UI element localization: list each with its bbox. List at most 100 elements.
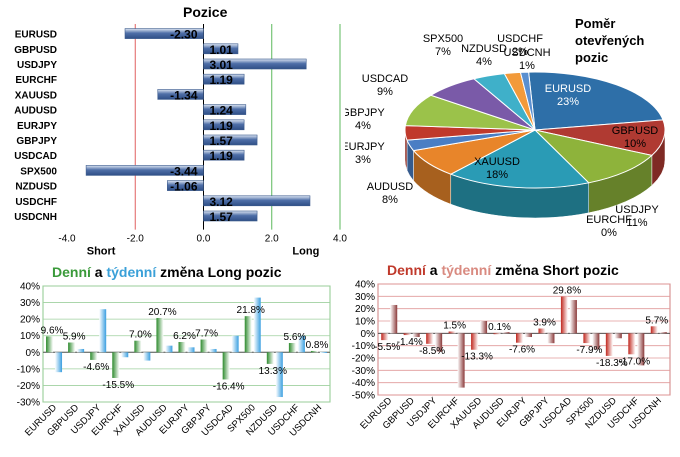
weekly-change-bar bbox=[165, 345, 173, 353]
position-category-label: SPX500 bbox=[20, 166, 57, 177]
position-category-label: USDCNH bbox=[14, 212, 57, 223]
position-value-label: 3.12 bbox=[210, 195, 234, 209]
data-label: -7.9% bbox=[576, 345, 602, 356]
data-label: -15.5% bbox=[102, 380, 134, 391]
position-category-label: NZDUSD bbox=[15, 182, 57, 193]
weekly-change-bar bbox=[614, 333, 622, 339]
position-category-label: EURCHF bbox=[15, 75, 57, 86]
pie-slice-xauusd bbox=[449, 129, 590, 189]
position-x-tick: 2.0 bbox=[265, 234, 279, 245]
y-tick-label: 40% bbox=[355, 280, 375, 291]
y-tick-label: -50% bbox=[352, 391, 375, 402]
weekly-change-bar bbox=[525, 333, 532, 338]
position-chart: EURUSD -2.30 GBPUSD 1.01 USDJPY 3.01 EURCHF 1.1… bbox=[14, 24, 347, 258]
weekly-change-bar bbox=[435, 333, 443, 352]
y-tick-label: 10% bbox=[20, 331, 40, 342]
position-bar bbox=[203, 195, 311, 207]
pie-title: Poměr otevřených pozic bbox=[575, 16, 644, 65]
weekly-change-bar bbox=[480, 321, 488, 334]
daily-change-bar bbox=[560, 296, 568, 334]
daily-change-bar bbox=[605, 333, 613, 356]
position-bar bbox=[203, 73, 245, 85]
title-part: týdenní bbox=[441, 262, 492, 278]
short-chart-title: Denní a týdenní změna Short pozic bbox=[387, 262, 619, 278]
position-bar bbox=[203, 134, 258, 146]
data-label: 5.6% bbox=[283, 332, 306, 343]
daily-change-bar bbox=[288, 343, 296, 353]
weekly-change-bar bbox=[143, 352, 151, 361]
weekly-change-bar bbox=[231, 335, 239, 353]
position-bar bbox=[85, 165, 204, 176]
position-bar bbox=[203, 149, 245, 161]
title-part: Denní bbox=[387, 262, 426, 278]
data-label: -13.3% bbox=[461, 352, 493, 363]
data-label: -7.6% bbox=[509, 345, 535, 356]
position-value-label: -1.06 bbox=[170, 180, 198, 194]
data-label: 5.7% bbox=[645, 315, 668, 326]
position-category-label: GBPJPY bbox=[16, 136, 57, 147]
pie-label-gbpjpy: GBPJPY 4% bbox=[345, 107, 385, 132]
daily-change-bar bbox=[310, 350, 318, 353]
data-label: 3.9% bbox=[533, 318, 556, 329]
data-label: 9.6% bbox=[41, 325, 64, 336]
daily-change-bar bbox=[448, 331, 456, 334]
data-label: 7.7% bbox=[195, 329, 218, 340]
weekly-change-bar bbox=[637, 333, 645, 366]
daily-change-bar bbox=[112, 352, 120, 378]
data-label: -4.6% bbox=[83, 362, 109, 373]
weekly-change-bar bbox=[319, 351, 327, 353]
y-tick-label: 0% bbox=[361, 329, 376, 340]
data-label: 0.1% bbox=[488, 322, 511, 333]
short-change-chart: -50%-40%-30%-20%-10%0%10%20%30%40%-5.5%E… bbox=[352, 280, 671, 432]
position-value-label: 1.24 bbox=[210, 104, 234, 118]
pie-slice-eurusd bbox=[528, 71, 664, 131]
weekly-change-bar bbox=[99, 309, 107, 353]
weekly-change-bar bbox=[297, 335, 305, 353]
position-category-label: EURJPY bbox=[17, 121, 57, 132]
position-value-label: 1.57 bbox=[210, 210, 234, 224]
weekly-change-bar bbox=[187, 347, 195, 353]
position-value-label: 1.57 bbox=[210, 134, 234, 148]
pie-label-eurusd: EURUSD 23% bbox=[545, 83, 592, 108]
weekly-change-bar bbox=[275, 352, 283, 398]
title-part: Denní bbox=[52, 264, 91, 280]
data-label: 20.7% bbox=[148, 307, 176, 318]
daily-change-bar bbox=[222, 352, 230, 380]
daily-change-bar bbox=[538, 328, 546, 334]
position-category-label: XAUUSD bbox=[15, 90, 57, 101]
y-tick-label: -10% bbox=[17, 364, 40, 375]
data-label: 21.8% bbox=[237, 305, 265, 316]
y-tick-label: -30% bbox=[352, 366, 375, 377]
y-tick-label: -10% bbox=[352, 341, 375, 352]
weekly-change-bar bbox=[502, 332, 510, 334]
pie-label-usdcnh: USDCNH 1% bbox=[503, 47, 550, 72]
position-value-label: -2.30 bbox=[170, 28, 198, 42]
position-category-label: USDCAD bbox=[14, 151, 57, 162]
data-label: 6.2% bbox=[173, 331, 196, 342]
position-chart-title: Pozice bbox=[183, 4, 228, 20]
pie-label-nzdusd: NZDUSD 4% bbox=[461, 43, 507, 68]
position-bar bbox=[124, 28, 204, 39]
daily-change-bar bbox=[516, 333, 523, 343]
daily-change-bar bbox=[266, 352, 274, 364]
position-category-label: EURUSD bbox=[15, 30, 57, 41]
y-tick-label: 40% bbox=[20, 282, 40, 293]
pie-slice-usdjpy bbox=[533, 129, 653, 184]
position-value-label: 1.19 bbox=[210, 119, 234, 133]
pie-chart: EURUSD 23% GBPUSD 10% USDJPY 11%EURCHF 0% XAUUS… bbox=[345, 16, 666, 239]
pie-label-usdcad: USDCAD 9% bbox=[362, 73, 409, 98]
weekly-change-bar bbox=[659, 332, 667, 334]
daily-change-bar bbox=[134, 340, 142, 353]
pie-label-gbpusd: GBPUSD 10% bbox=[612, 125, 659, 150]
plot-frame bbox=[42, 285, 331, 403]
position-bar bbox=[167, 180, 204, 191]
position-value-label: -3.44 bbox=[170, 164, 198, 178]
position-value-label: 1.01 bbox=[210, 43, 234, 57]
y-tick-label: 20% bbox=[355, 304, 375, 315]
pie-slice-gbpusd bbox=[534, 119, 666, 156]
y-tick-label: 30% bbox=[20, 298, 40, 309]
data-label: -18.3% bbox=[596, 358, 628, 369]
daily-change-bar bbox=[426, 333, 434, 344]
weekly-change-bar bbox=[253, 297, 261, 353]
daily-change-bar bbox=[68, 342, 76, 353]
